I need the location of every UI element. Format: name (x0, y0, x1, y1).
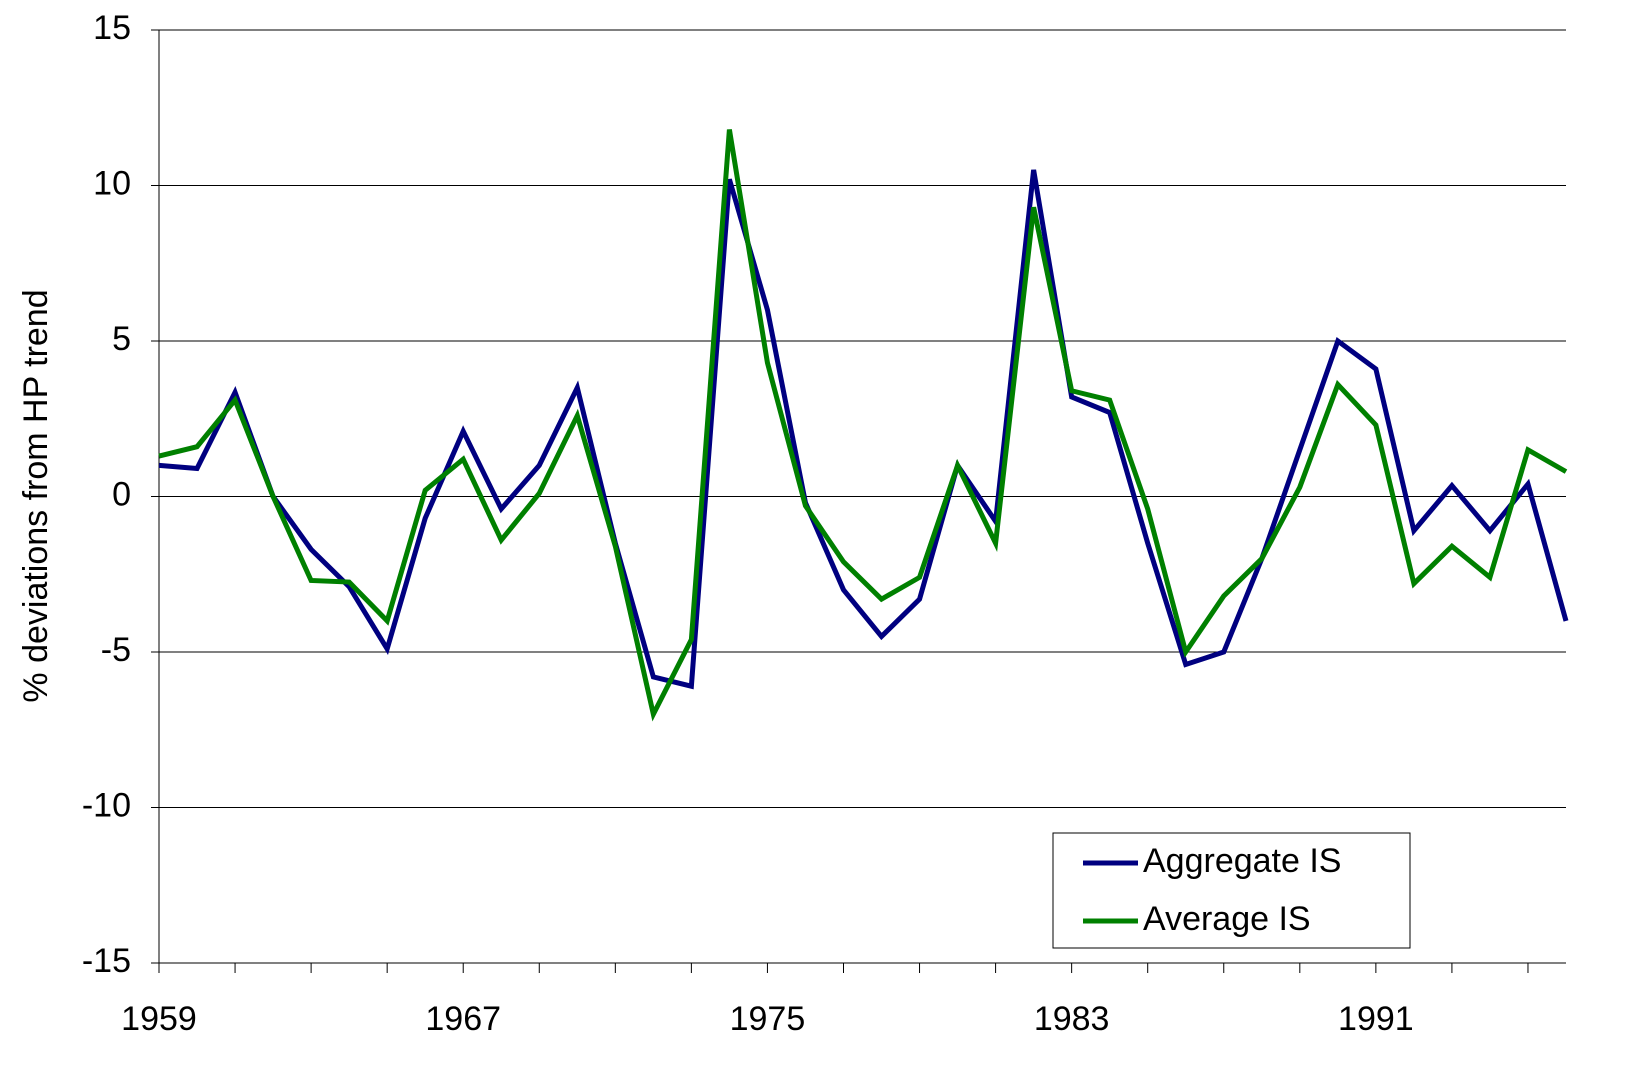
legend-label: Average IS (1143, 900, 1311, 938)
y-tick-label: 5 (112, 320, 131, 358)
y-tick-label: -15 (82, 942, 131, 980)
x-tick-label: 1991 (1338, 1000, 1414, 1038)
legend-box (1052, 832, 1411, 949)
x-tick-label: 1959 (121, 1000, 197, 1038)
y-tick-label: 15 (93, 9, 131, 47)
y-tick-label: 0 (112, 475, 131, 513)
y-tick-label: -10 (82, 786, 131, 824)
x-tick-label: 1967 (425, 1000, 501, 1038)
legend-label: Aggregate IS (1143, 842, 1341, 880)
series-line (158, 129, 1568, 722)
y-axis-label: % deviations from HP trend (17, 289, 55, 702)
x-tick-label: 1975 (730, 1000, 806, 1038)
y-tick-label: 10 (93, 164, 131, 202)
x-tick-label: 1983 (1034, 1000, 1110, 1038)
series-line (158, 169, 1569, 690)
y-tick-label: -5 (101, 631, 131, 669)
